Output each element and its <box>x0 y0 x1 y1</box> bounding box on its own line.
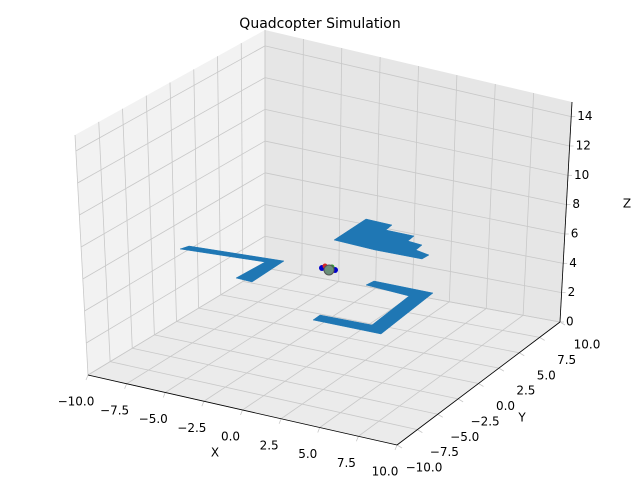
grid-line <box>448 74 458 302</box>
grid-line <box>264 45 572 118</box>
grid <box>74 30 576 451</box>
y-tick-label: 5.0 <box>537 368 556 382</box>
x-tick-label: −2.5 <box>177 421 206 435</box>
tick-mark <box>498 367 505 372</box>
panes <box>75 30 572 445</box>
z-tick-label: 6 <box>571 227 579 241</box>
tick-mark <box>317 427 321 433</box>
z-axis-label: Z <box>623 197 631 211</box>
tick-mark <box>457 398 464 403</box>
grid-line <box>264 235 562 294</box>
z-tick-label: 0 <box>566 315 574 329</box>
x-axis-label: X <box>211 446 219 460</box>
grid-line <box>301 38 304 275</box>
tick-mark <box>240 409 243 416</box>
x-tick-label: 2.5 <box>260 438 279 452</box>
tick-mark <box>539 337 545 341</box>
tick-mark <box>162 392 166 398</box>
y-tick-label: −5.0 <box>450 430 479 444</box>
y-tick-label: −7.5 <box>430 445 459 459</box>
labels: −10.0−7.5−5.0−2.50.02.55.07.510.0 −10.0−7… <box>58 101 601 479</box>
y-tick-label: 0.0 <box>496 399 515 413</box>
tick-mark <box>478 383 484 387</box>
grid-line <box>82 172 266 280</box>
tick-mark <box>356 436 359 442</box>
obstacles <box>179 218 434 335</box>
x-tick-label: −5.0 <box>139 412 168 426</box>
grid-line <box>74 134 89 376</box>
z-tick-label: 14 <box>577 109 592 123</box>
x-tick-label: −7.5 <box>100 403 129 417</box>
z-tick-label: 8 <box>572 197 580 211</box>
x-tick-label: 0.0 <box>221 430 240 444</box>
axis-line <box>396 321 561 446</box>
y-tick-label: 2.5 <box>516 384 535 398</box>
tick-mark <box>559 321 566 326</box>
grid-line <box>198 307 499 369</box>
obstacle <box>333 218 430 260</box>
body <box>323 264 335 276</box>
tick-mark <box>396 444 403 449</box>
obstacle <box>312 280 434 335</box>
x-tick-label: 10.0 <box>372 465 399 479</box>
tick-mark <box>437 413 443 418</box>
grid-line <box>240 43 244 282</box>
tick-mark <box>85 374 89 381</box>
quadcopter <box>319 263 338 276</box>
grid-line <box>176 321 479 384</box>
z-tick-label: 4 <box>569 256 577 270</box>
x-tick-label: 7.5 <box>337 456 356 470</box>
axis-line <box>559 101 573 323</box>
y-tick-label: −2.5 <box>471 414 500 428</box>
grid-line <box>264 77 570 147</box>
grid-line <box>110 361 418 431</box>
grid-line <box>220 294 520 354</box>
grid-line <box>154 334 459 400</box>
z-tick-label: 12 <box>576 139 591 153</box>
floor-pane <box>88 268 560 445</box>
grid-line <box>122 108 133 349</box>
y-axis-label: Y <box>517 411 526 425</box>
grid-line <box>77 77 266 184</box>
y-tick-label: 7.5 <box>557 353 576 367</box>
grid-line <box>79 108 266 216</box>
z-tick-label: 2 <box>568 285 576 299</box>
tick-mark <box>201 401 205 407</box>
tick-mark <box>394 444 398 451</box>
y-tick-label: 10.0 <box>574 338 601 352</box>
z-tick-label: 10 <box>574 168 589 182</box>
grid-line <box>264 140 567 206</box>
grid-line <box>84 204 266 312</box>
tick-mark <box>519 352 525 357</box>
grid-line <box>98 121 111 362</box>
grid-line <box>264 204 564 264</box>
grid-line <box>338 47 343 282</box>
grid-line <box>87 267 266 376</box>
grid-line <box>145 95 155 335</box>
grid-line <box>522 92 535 316</box>
tick-mark <box>278 418 282 424</box>
y-tick-label: −10.0 <box>406 461 443 475</box>
grid-line <box>193 69 200 309</box>
grid-line <box>169 82 177 322</box>
x-tick-label: 5.0 <box>298 447 317 461</box>
grid-line <box>264 108 569 176</box>
grid-line <box>132 347 438 415</box>
obstacle <box>179 245 285 283</box>
tick-mark <box>417 429 423 433</box>
grid-line <box>80 140 266 248</box>
grid-line <box>264 172 565 235</box>
chart-title: Quadcopter Simulation <box>239 16 400 32</box>
grid-line <box>242 280 540 338</box>
grid-line <box>75 45 266 152</box>
x-tick-label: −10.0 <box>58 395 95 409</box>
back-pane <box>265 30 572 322</box>
axis-line <box>87 374 398 446</box>
grid-line <box>485 83 496 309</box>
tick-mark <box>124 383 127 389</box>
